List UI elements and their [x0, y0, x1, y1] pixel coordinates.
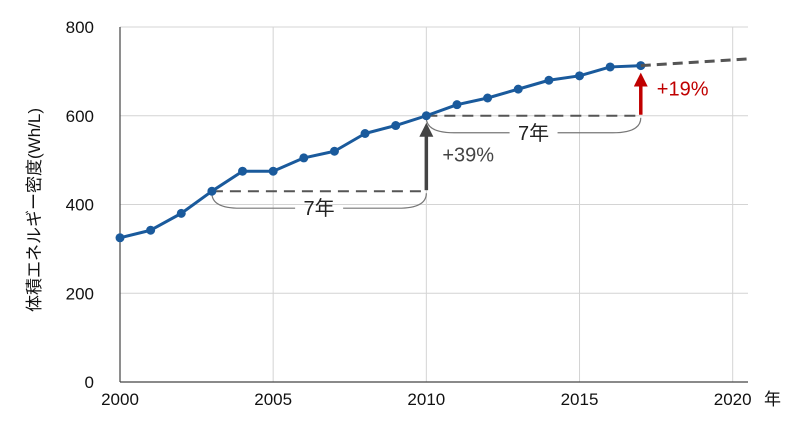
interval-brace — [211, 193, 427, 209]
data-point — [452, 100, 462, 110]
x-tick-label: 2000 — [101, 390, 139, 409]
series — [115, 57, 749, 243]
data-point — [299, 153, 309, 163]
data-point — [483, 93, 493, 103]
y-tick-label: 400 — [66, 196, 94, 215]
growth-label: +19% — [657, 79, 709, 101]
data-point — [207, 186, 217, 196]
y-tick-label: 200 — [66, 284, 94, 303]
y-tick-label: 600 — [66, 107, 94, 126]
x-tick-label: 2005 — [254, 390, 292, 409]
data-point — [544, 75, 554, 85]
x-tick-label: 2010 — [407, 390, 445, 409]
data-point — [268, 166, 278, 176]
x-tick-label: 2020 — [714, 390, 752, 409]
interval-brace — [425, 117, 642, 134]
data-point — [421, 111, 431, 121]
data-point — [605, 62, 615, 72]
data-point — [176, 208, 186, 218]
data-point — [575, 71, 585, 81]
x-axis-unit: 年 — [764, 390, 781, 409]
projection-line — [640, 57, 749, 68]
x-tick-label: 2015 — [561, 390, 599, 409]
gridlines — [119, 26, 748, 383]
interval-label: 7年 — [304, 197, 335, 220]
data-point — [513, 84, 523, 94]
data-point — [329, 146, 339, 156]
data-line — [119, 64, 641, 240]
data-point — [238, 166, 248, 176]
y-tick-label: 800 — [66, 18, 94, 37]
annotations: 7年 +39% 7年 +19% — [211, 72, 709, 220]
y-axis-title: 体積エネルギー密度(Wh/L) — [25, 108, 44, 312]
data-point — [115, 233, 125, 243]
data-point — [146, 225, 156, 235]
interval-label: 7年 — [518, 122, 549, 145]
axes: 0 200 400 600 800 2000 2005 2010 2015 2020 — [66, 18, 752, 409]
growth-label: +39% — [442, 144, 494, 166]
data-point — [391, 121, 401, 131]
data-point — [360, 129, 370, 138]
y-tick-label: 0 — [85, 373, 94, 392]
